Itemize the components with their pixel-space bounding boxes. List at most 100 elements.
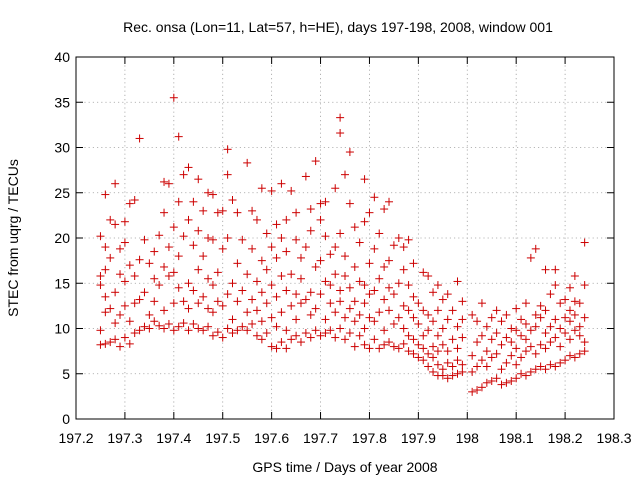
- data-point: [433, 360, 442, 369]
- data-point: [189, 319, 198, 328]
- data-point: [287, 270, 296, 279]
- data-point: [204, 234, 213, 242]
- x-tick-label: 197.5: [205, 430, 240, 446]
- data-point: [184, 215, 193, 224]
- data-point: [355, 277, 364, 286]
- data-point: [512, 304, 521, 313]
- data-point: [111, 179, 120, 188]
- y-tick-label: 10: [54, 321, 70, 337]
- data-point: [580, 347, 589, 356]
- data-point: [262, 299, 271, 308]
- data-point: [248, 206, 257, 215]
- data-point: [179, 297, 188, 306]
- data-point: [541, 265, 550, 274]
- data-point: [575, 322, 584, 331]
- data-point: [443, 374, 452, 383]
- data-point: [194, 265, 203, 274]
- chart-title: Rec. onsa (Lon=11, Lat=57, h=HE), days 1…: [123, 19, 553, 35]
- data-point: [296, 299, 305, 308]
- data-point: [218, 244, 227, 253]
- data-point: [360, 281, 369, 290]
- data-point: [228, 329, 237, 338]
- data-point: [580, 338, 589, 347]
- data-point: [394, 279, 403, 288]
- data-point: [551, 333, 560, 342]
- data-point: [213, 208, 222, 217]
- data-point: [101, 243, 110, 252]
- data-point: [218, 333, 227, 342]
- data-point: [350, 297, 359, 306]
- data-point: [565, 351, 574, 360]
- data-point: [160, 208, 169, 217]
- data-point: [287, 186, 296, 195]
- data-point: [482, 378, 491, 387]
- data-point: [174, 322, 183, 331]
- data-point: [360, 324, 369, 333]
- data-point: [125, 199, 134, 208]
- data-point: [262, 229, 271, 238]
- data-point: [477, 299, 486, 308]
- data-point: [316, 331, 325, 340]
- data-point: [296, 253, 305, 262]
- data-point: [424, 349, 433, 358]
- data-point: [389, 290, 398, 299]
- data-point: [556, 324, 565, 333]
- data-point: [565, 283, 574, 292]
- data-point: [316, 215, 325, 224]
- data-point: [140, 288, 149, 297]
- data-point: [448, 371, 457, 380]
- data-point: [243, 270, 252, 279]
- data-point: [179, 232, 188, 241]
- data-point: [321, 315, 330, 324]
- data-point: [443, 290, 452, 299]
- data-point: [360, 299, 369, 308]
- data-point: [517, 353, 526, 362]
- data-point: [321, 329, 330, 338]
- data-point: [204, 274, 213, 283]
- data-point: [145, 310, 154, 319]
- data-point: [453, 344, 462, 353]
- data-point: [292, 331, 301, 340]
- data-point: [502, 378, 511, 387]
- data-point: [169, 268, 178, 277]
- data-point: [575, 299, 584, 308]
- data-point: [238, 235, 247, 244]
- data-point: [561, 313, 570, 322]
- data-point: [272, 344, 281, 353]
- data-point: [189, 286, 198, 295]
- data-point: [561, 329, 570, 338]
- data-point: [551, 315, 560, 324]
- data-point: [292, 235, 301, 244]
- data-point: [321, 197, 330, 206]
- data-point: [429, 288, 438, 297]
- data-point: [101, 190, 110, 199]
- data-point: [248, 295, 257, 304]
- data-point: [189, 197, 198, 206]
- data-point: [487, 335, 496, 344]
- data-point: [336, 297, 345, 306]
- data-point: [404, 281, 413, 290]
- data-point: [292, 290, 301, 299]
- data-point: [414, 340, 423, 349]
- data-point: [267, 186, 276, 195]
- data-point: [194, 324, 203, 333]
- data-point: [448, 306, 457, 315]
- data-point: [252, 215, 261, 224]
- data-point: [497, 365, 506, 374]
- data-point: [106, 304, 115, 313]
- data-point: [120, 301, 129, 310]
- data-point: [194, 226, 203, 235]
- data-point: [556, 342, 565, 351]
- data-point: [321, 277, 330, 286]
- data-point: [370, 335, 379, 344]
- data-point: [150, 247, 159, 256]
- data-point: [243, 308, 252, 317]
- data-point: [169, 299, 178, 308]
- data-point: [565, 317, 574, 326]
- data-point: [409, 349, 418, 358]
- data-point: [536, 313, 545, 322]
- data-point: [443, 358, 452, 367]
- data-point: [512, 360, 521, 369]
- data-point: [101, 265, 110, 274]
- data-point: [111, 319, 120, 328]
